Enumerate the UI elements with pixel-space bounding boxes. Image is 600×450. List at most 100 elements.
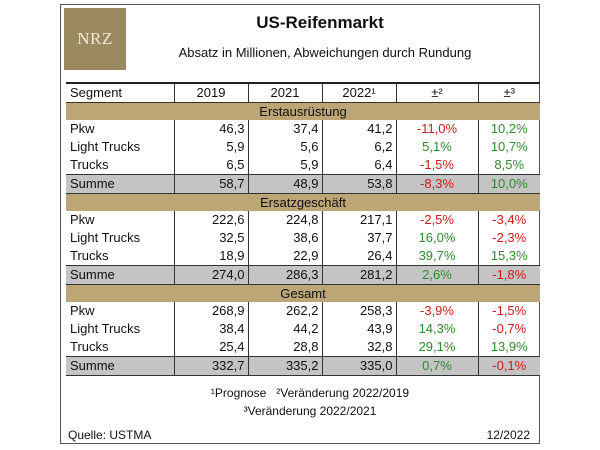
value-cell: 217,1 (322, 211, 397, 229)
sum-row: Summe 274,0 286,3 281,2 2,6% -1,8% (66, 265, 540, 285)
change-2019-cell: 29,1% (396, 338, 479, 357)
segment-cell: Trucks (66, 338, 175, 357)
segment-cell: Light Trucks (66, 138, 175, 156)
column-header: ±³ (478, 82, 540, 103)
value-cell: 25,4 (174, 338, 249, 357)
segment-cell: Summe (66, 265, 175, 285)
value-cell: 37,7 (322, 229, 397, 247)
table-header-row: Segment 2019 2021 2022¹ ±² ±³ (66, 82, 540, 103)
value-cell: 32,8 (322, 338, 397, 357)
value-cell: 274,0 (174, 265, 249, 285)
table-row: Light Trucks 32,5 38,6 37,7 16,0% -2,3% (66, 229, 540, 247)
value-cell: 335,2 (248, 356, 323, 376)
change-2019-cell: -11,0% (396, 120, 479, 138)
value-cell: 335,0 (322, 356, 397, 376)
value-cell: 38,6 (248, 229, 323, 247)
page-subtitle: Absatz in Millionen, Abweichungen durch … (178, 45, 472, 60)
table-row: Light Trucks 5,9 5,6 6,2 5,1% 10,7% (66, 138, 540, 156)
publisher-logo: NRZ (64, 8, 126, 70)
table-row: Trucks 18,9 22,9 26,4 39,7% 15,3% (66, 247, 540, 266)
change-2019-cell: 5,1% (396, 138, 479, 156)
value-cell: 53,8 (322, 174, 397, 194)
section-header-row: Erstausrüstung (66, 102, 540, 120)
segment-cell: Pkw (66, 211, 175, 229)
column-header: ±² (396, 82, 479, 103)
column-header: 2022¹ (322, 82, 397, 103)
table-row: Pkw 268,9 262,2 258,3 -3,9% -1,5% (66, 302, 540, 320)
change-2019-cell: -3,9% (396, 302, 479, 320)
value-cell: 32,5 (174, 229, 249, 247)
source-label: Quelle: USTMA (68, 428, 152, 442)
value-cell: 332,7 (174, 356, 249, 376)
segment-cell: Light Trucks (66, 229, 175, 247)
change-2021-cell: 8,5% (494, 157, 525, 172)
change-2021-cell: -0,1% (478, 356, 540, 376)
segment-cell: Summe (66, 174, 175, 194)
section-title: Ersatzgeschäft (66, 193, 540, 211)
value-cell: 46,3 (174, 120, 249, 138)
change-2021-cell: 15,3% (490, 248, 528, 263)
value-cell: 43,9 (322, 320, 397, 338)
page-title: US-Reifenmarkt (256, 13, 384, 32)
column-header: 2019 (174, 82, 249, 103)
table-row: Trucks 6,5 5,9 6,4 -1,5% 8,5% (66, 156, 540, 175)
value-cell: 281,2 (322, 265, 397, 285)
change-2019-cell: 16,0% (396, 229, 479, 247)
change-2019-cell: 39,7% (396, 247, 479, 266)
value-cell: 41,2 (322, 120, 397, 138)
value-cell: 258,3 (322, 302, 397, 320)
change-2021-cell: 10,0% (478, 174, 540, 194)
change-2019-cell: 0,7% (396, 356, 479, 376)
value-cell: 37,4 (248, 120, 323, 138)
change-2021-cell: -1,5% (492, 303, 527, 318)
value-cell: 5,9 (248, 156, 323, 175)
sum-row: Summe 332,7 335,2 335,0 0,7% -0,1% (66, 356, 540, 376)
change-2021-cell: 10,2% (490, 121, 528, 136)
segment-cell: Light Trucks (66, 320, 175, 338)
segment-cell: Trucks (66, 247, 175, 266)
column-header: Segment (66, 82, 175, 103)
value-cell: 6,5 (174, 156, 249, 175)
value-cell: 268,9 (174, 302, 249, 320)
footnote-change-2021: ³Veränderung 2022/2021 (243, 404, 377, 418)
change-2019-cell: -1,5% (396, 156, 479, 175)
footnotes-line-1: ¹Prognose ²Veränderung 2022/2019 (160, 386, 460, 400)
value-cell: 6,4 (322, 156, 397, 175)
change-2019-cell: 14,3% (396, 320, 479, 338)
value-cell: 18,9 (174, 247, 249, 266)
table-row: Pkw 222,6 224,8 217,1 -2,5% -3,4% (66, 211, 540, 229)
change-2019-cell: -8,3% (396, 174, 479, 194)
change-2021-cell: -1,8% (478, 265, 540, 285)
change-2021-cell: 10,7% (490, 139, 528, 154)
value-cell: 5,9 (174, 138, 249, 156)
footnote-change-2019: ²Veränderung 2022/2019 (276, 386, 410, 400)
value-cell: 5,6 (248, 138, 323, 156)
date-label: 12/2022 (486, 428, 530, 442)
footnote-prognose: ¹Prognose (210, 386, 267, 400)
section-title: Erstausrüstung (66, 102, 540, 120)
change-2021-cell: -0,7% (492, 321, 527, 336)
value-cell: 58,7 (174, 174, 249, 194)
sum-row: Summe 58,7 48,9 53,8 -8,3% 10,0% (66, 174, 540, 194)
change-2019-cell: -2,5% (396, 211, 479, 229)
value-cell: 22,9 (248, 247, 323, 266)
change-2021-cell: 13,9% (490, 339, 528, 354)
segment-cell: Pkw (66, 302, 175, 320)
value-cell: 224,8 (248, 211, 323, 229)
change-2021-cell: -3,4% (492, 212, 527, 227)
value-cell: 44,2 (248, 320, 323, 338)
segment-cell: Summe (66, 356, 175, 376)
tire-market-table: Segment 2019 2021 2022¹ ±² ±³ Erstausrüstung Pk… (66, 82, 540, 376)
value-cell: 38,4 (174, 320, 249, 338)
value-cell: 26,4 (322, 247, 397, 266)
value-cell: 286,3 (248, 265, 323, 285)
value-cell: 262,2 (248, 302, 323, 320)
segment-cell: Pkw (66, 120, 175, 138)
segment-cell: Trucks (66, 156, 175, 175)
table-row: Trucks 25,4 28,8 32,8 29,1% 13,9% (66, 338, 540, 357)
value-cell: 222,6 (174, 211, 249, 229)
value-cell: 6,2 (322, 138, 397, 156)
table-row: Light Trucks 38,4 44,2 43,9 14,3% -0,7% (66, 320, 540, 338)
table-row: Pkw 46,3 37,4 41,2 -11,0% 10,2% (66, 120, 540, 138)
change-2021-cell: -2,3% (492, 230, 527, 245)
